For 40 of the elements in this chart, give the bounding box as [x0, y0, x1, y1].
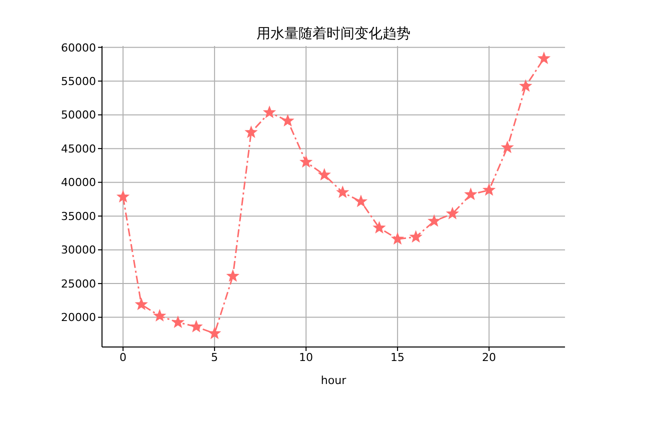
point: [117, 190, 129, 202]
point: [318, 168, 330, 180]
point: [336, 186, 348, 198]
point: [227, 270, 239, 282]
point: [190, 320, 202, 332]
y-tick-label: 35000: [61, 210, 96, 223]
x-tick-label: 20: [482, 350, 496, 364]
point: [355, 196, 367, 207]
point: [172, 316, 184, 328]
point: [264, 106, 276, 118]
point: [392, 233, 404, 244]
y-tick-label: 40000: [61, 176, 96, 190]
y-tick-label: 50000: [61, 108, 96, 122]
y-tick-label: 30000: [61, 244, 96, 257]
y-tick-label: 25000: [61, 277, 96, 290]
point: [208, 328, 220, 338]
chart-title: 用水量随着时间变化趋势: [256, 25, 412, 43]
y-tick-label: 20000: [61, 311, 96, 324]
point: [538, 52, 550, 64]
point: [282, 114, 294, 126]
y-tick-label: 60000: [61, 41, 96, 54]
x-axis-title: hour: [320, 374, 347, 387]
point: [410, 230, 422, 242]
point: [374, 222, 385, 233]
point: [465, 188, 476, 200]
point: [483, 184, 495, 196]
point: [428, 215, 440, 226]
point: [502, 142, 514, 153]
point: [520, 80, 532, 92]
x-tick-label: 10: [299, 350, 314, 364]
point: [446, 208, 458, 219]
point: [136, 298, 148, 310]
point: [154, 310, 166, 321]
y-tick-label: 55000: [61, 75, 96, 88]
x-tick-label: 5: [211, 350, 218, 364]
y-tick-label: 45000: [61, 142, 96, 156]
x-tick-label: 0: [120, 350, 127, 364]
x-tick-label: 15: [390, 350, 405, 364]
point: [300, 156, 312, 168]
point: [245, 126, 257, 138]
